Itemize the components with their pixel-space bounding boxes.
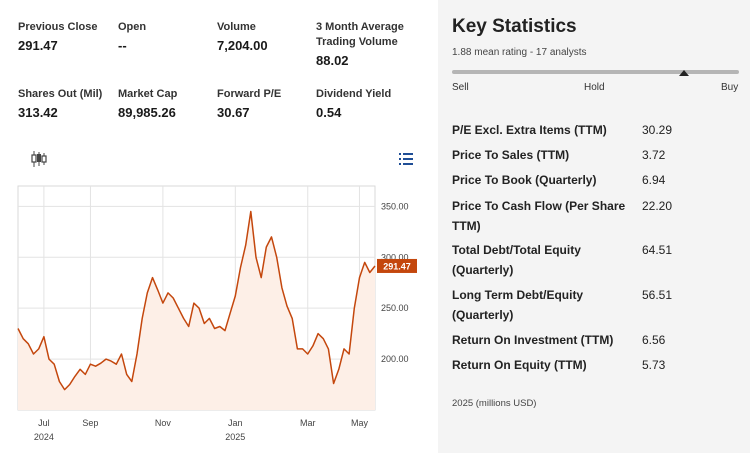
metric-label-price-to-book: Price To Book (Quarterly) xyxy=(452,173,597,187)
metric-label-return-on-equity: Return On Equity (TTM) xyxy=(452,358,587,372)
rating-label-buy: Buy xyxy=(721,82,739,93)
stat-value: 88.02 xyxy=(316,53,349,68)
price-line xyxy=(17,210,376,391)
stat-label: Market Cap xyxy=(118,88,178,100)
stat-label: Volume xyxy=(217,21,256,33)
rating-marker xyxy=(679,70,690,76)
stat-label: Shares Out (Mil) xyxy=(18,88,103,100)
x-tick-label: Jul xyxy=(38,418,50,428)
stat-shares-out: Shares Out (Mil) 313.42 xyxy=(18,87,118,120)
stat-dividend-yield: Dividend Yield 0.54 xyxy=(316,87,416,120)
last-price-label: 291.47 xyxy=(383,261,411,271)
metric-value-price-to-book: 6.94 xyxy=(642,173,666,187)
stat-label: Open xyxy=(118,21,147,33)
key-statistics-panel: Key Statistics 1.88 mean rating - 17 ana… xyxy=(438,0,750,453)
metric-value-pe: 30.29 xyxy=(642,123,673,137)
metric-value-total-debt-equity: 64.51 xyxy=(642,243,673,257)
analyst-rating-summary: 1.88 mean rating - 17 analysts xyxy=(452,47,587,58)
stat-label: Previous Close xyxy=(18,21,98,33)
metric-label-price-to-sales: Price To Sales (TTM) xyxy=(452,148,570,162)
price-chart: 200.00 250.00 300.00 350.00 Jul 2024 Sep Nov Jan… xyxy=(17,185,417,442)
key-stats-footnote: 2025 (millions USD) xyxy=(452,398,537,409)
x-tick-label: Nov xyxy=(155,418,172,428)
x-tick-year-label: 2025 xyxy=(225,432,245,442)
rating-label-sell: Sell xyxy=(452,82,469,93)
stat-label: Forward P/E xyxy=(217,88,282,100)
metric-label-return-on-investment: Return On Investment (TTM) xyxy=(452,333,614,347)
stat-label: 3 Month Average Trading Volume xyxy=(316,21,404,48)
x-tick-year-label: 2024 xyxy=(34,432,54,442)
key-statistics-title: Key Statistics xyxy=(452,16,577,37)
stat-3-month-avg-volume: 3 Month Average Trading Volume 88.02 xyxy=(316,20,426,68)
stat-value: 89,985.26 xyxy=(118,105,176,120)
quote-panel: Previous Close 291.47 Open -- Volume 7,2… xyxy=(17,20,426,442)
stat-open: Open -- xyxy=(118,20,218,53)
stat-forward-pe: Forward P/E 30.67 xyxy=(217,87,317,120)
y-tick-label: 200.00 xyxy=(381,354,409,364)
metric-label-price-to-cash-flow: Price To Cash Flow (Per Share TTM) xyxy=(452,199,626,233)
stat-market-cap: Market Cap 89,985.26 xyxy=(118,87,218,120)
rating-label-hold: Hold xyxy=(584,82,605,93)
stat-value: 7,204.00 xyxy=(217,38,268,53)
metric-value-long-term-debt-equity: 56.51 xyxy=(642,288,673,302)
last-price-badge xyxy=(377,258,417,273)
stat-label: Dividend Yield xyxy=(316,88,392,100)
metric-value-return-on-equity: 5.73 xyxy=(642,358,666,372)
list-icon[interactable] xyxy=(399,152,413,171)
metric-value-return-on-investment: 6.56 xyxy=(642,333,666,347)
metric-label-long-term-debt-equity: Long Term Debt/Equity (Quarterly) xyxy=(452,288,584,322)
x-tick-label: Jan xyxy=(228,418,243,428)
rating-track xyxy=(452,70,739,74)
x-tick-label: May xyxy=(351,418,369,428)
x-tick-label: Mar xyxy=(300,418,316,428)
metric-value-price-to-sales: 3.72 xyxy=(642,148,666,162)
metric-label-pe: P/E Excl. Extra Items (TTM) xyxy=(452,123,607,137)
metric-value-price-to-cash-flow: 22.20 xyxy=(642,199,673,213)
stat-previous-close: Previous Close 291.47 xyxy=(18,20,118,53)
x-tick-label: Sep xyxy=(82,418,98,428)
y-tick-label: 300.00 xyxy=(381,252,409,262)
stat-value: 30.67 xyxy=(217,105,250,120)
y-tick-label: 350.00 xyxy=(381,201,409,211)
candlestick-icon[interactable] xyxy=(30,150,48,173)
stat-volume: Volume 7,204.00 xyxy=(217,20,317,53)
stat-value: 0.54 xyxy=(316,105,342,120)
stat-value: 291.47 xyxy=(18,38,58,53)
stat-value: 313.42 xyxy=(18,105,58,120)
metric-label-total-debt-equity: Total Debt/Total Equity (Quarterly) xyxy=(452,243,581,277)
y-tick-label: 250.00 xyxy=(381,303,409,313)
stat-value: -- xyxy=(118,38,127,53)
